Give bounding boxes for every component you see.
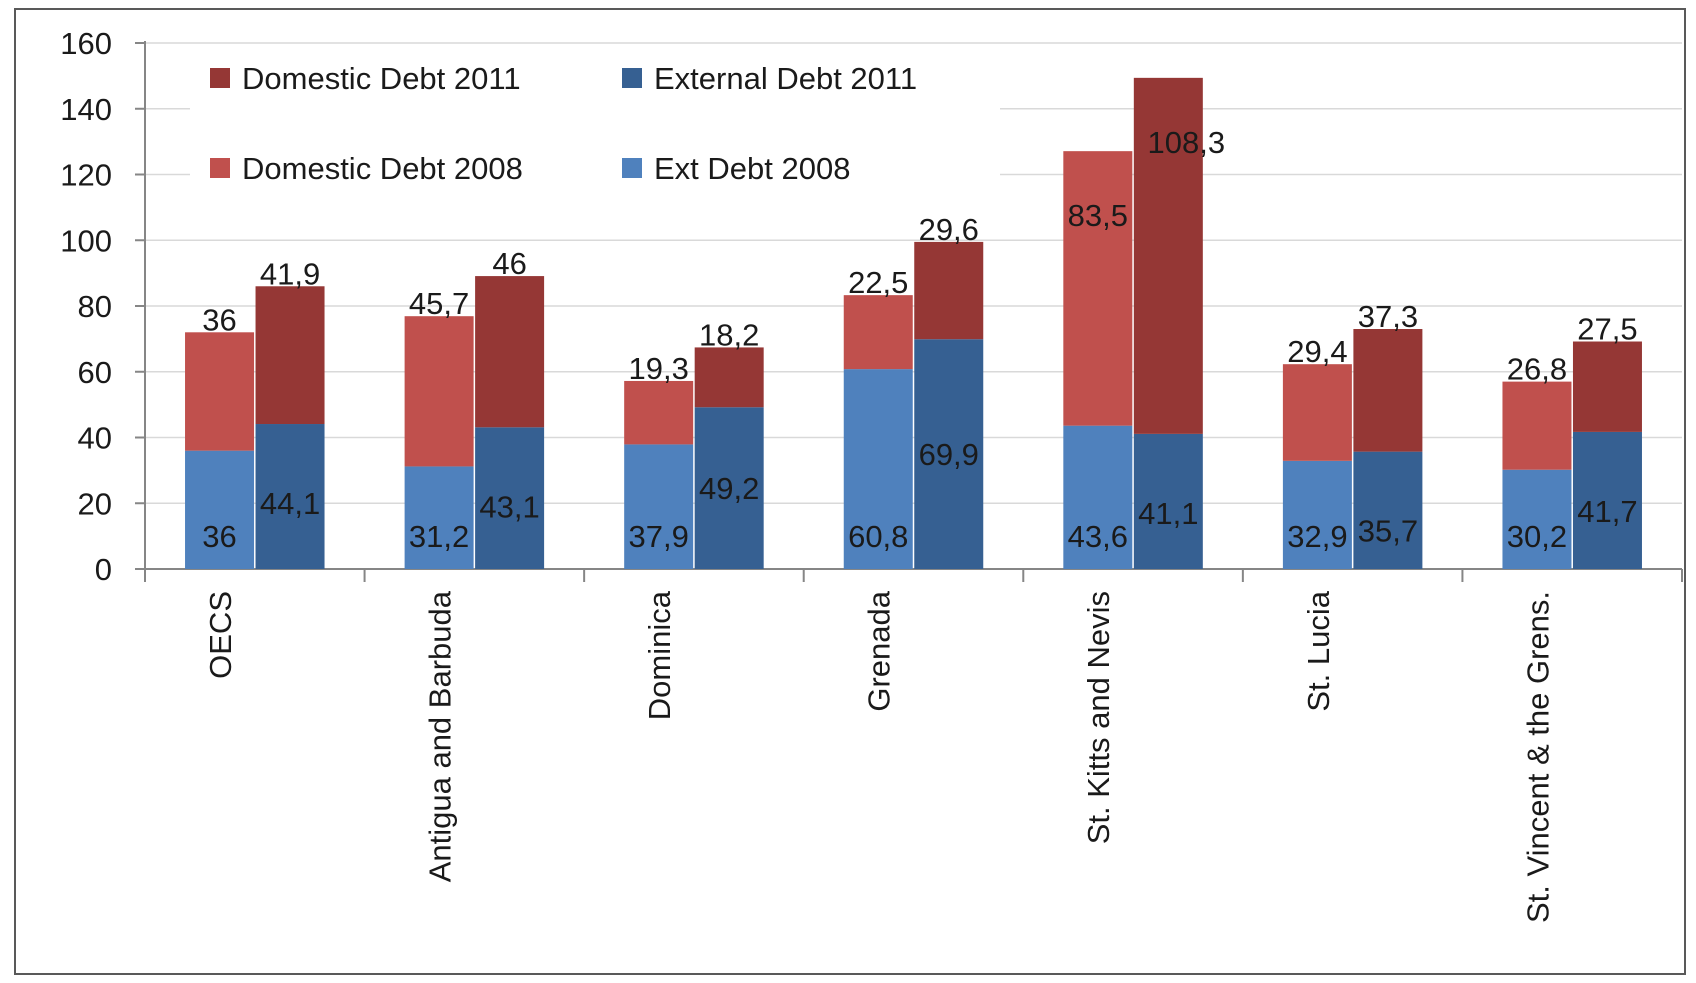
legend-swatch	[210, 68, 230, 88]
data-label: 29,6	[919, 212, 979, 247]
bar-segment	[1353, 451, 1423, 569]
legend-label: Domestic Debt 2011	[242, 61, 521, 96]
bar-segment	[914, 339, 984, 569]
bar-segment	[1282, 460, 1352, 569]
data-label: 41,1	[1138, 496, 1198, 531]
bar-segment	[624, 444, 694, 569]
data-label: 41,9	[260, 256, 320, 291]
data-label: 83,5	[1068, 198, 1128, 233]
y-tick-label: 0	[95, 552, 112, 587]
bar-segment	[1353, 329, 1423, 452]
data-label: 43,6	[1068, 519, 1128, 554]
data-label: 44,1	[260, 486, 320, 521]
bar-segment	[1502, 381, 1572, 470]
bar-segment	[1133, 77, 1203, 434]
legend-label: External Debt 2011	[654, 61, 917, 96]
category-label: OECS	[203, 591, 238, 679]
bar-segment	[624, 380, 694, 445]
category-label: Antigua and Barbuda	[422, 590, 457, 882]
data-label: 41,7	[1577, 494, 1637, 529]
data-label: 36	[202, 519, 236, 554]
bar-segment	[1282, 364, 1352, 461]
data-label: 27,5	[1577, 312, 1637, 347]
y-tick-label: 80	[78, 289, 112, 324]
y-tick-label: 140	[60, 92, 112, 127]
category-label: St. Kitts and Nevis	[1081, 591, 1116, 844]
data-label: 37,9	[629, 519, 689, 554]
bar-segment	[255, 424, 325, 569]
bar-segment	[843, 295, 913, 370]
bar-segment	[1133, 433, 1203, 569]
data-label: 108,3	[1148, 125, 1226, 160]
data-label: 18,2	[699, 317, 759, 352]
bar-segment	[1572, 431, 1642, 569]
data-label: 69,9	[919, 437, 979, 472]
data-label: 43,1	[479, 489, 539, 524]
bar-segment	[404, 466, 474, 569]
data-label: 37,3	[1358, 299, 1418, 334]
bar-segment	[694, 347, 764, 408]
bar-segment	[255, 286, 325, 425]
bar-segment	[475, 427, 545, 569]
bar-segment	[185, 450, 255, 569]
legend-box	[190, 48, 1000, 188]
category-label: St. Lucia	[1301, 590, 1336, 711]
data-label: 45,7	[409, 286, 469, 321]
bar-segment	[475, 276, 545, 428]
bar-segment	[1572, 341, 1642, 432]
bar-segment	[404, 316, 474, 467]
y-tick-label: 60	[78, 355, 112, 390]
y-tick-label: 40	[78, 421, 112, 456]
legend-swatch	[622, 68, 642, 88]
data-label: 36	[202, 302, 236, 337]
y-tick-label: 100	[60, 223, 112, 258]
bar-segment	[1502, 469, 1572, 569]
category-label: Grenada	[862, 590, 897, 711]
data-label: 29,4	[1287, 334, 1347, 369]
data-label: 35,7	[1358, 514, 1418, 549]
y-tick-label: 20	[78, 486, 112, 521]
data-label: 46	[492, 246, 526, 281]
data-label: 22,5	[848, 265, 908, 300]
category-label: Dominica	[642, 590, 677, 720]
category-label: St. Vincent & the Grens.	[1520, 591, 1555, 923]
bar-segment	[914, 241, 984, 340]
data-label: 49,2	[699, 471, 759, 506]
data-label: 31,2	[409, 519, 469, 554]
legend-label: Domestic Debt 2008	[242, 151, 523, 186]
bar-segment	[185, 332, 255, 451]
data-label: 19,3	[629, 351, 689, 386]
y-tick-label: 160	[60, 26, 112, 61]
legend-swatch	[622, 158, 642, 178]
bar-segment	[1063, 425, 1133, 569]
y-tick-label: 120	[60, 158, 112, 193]
data-label: 32,9	[1287, 519, 1347, 554]
data-label: 26,8	[1507, 352, 1567, 387]
data-label: 60,8	[848, 519, 908, 554]
bar-segment	[1063, 151, 1133, 426]
legend-label: Ext Debt 2008	[654, 151, 850, 186]
bar-segment	[843, 369, 913, 569]
legend-swatch	[210, 158, 230, 178]
data-label: 30,2	[1507, 519, 1567, 554]
bar-segment	[694, 407, 764, 569]
